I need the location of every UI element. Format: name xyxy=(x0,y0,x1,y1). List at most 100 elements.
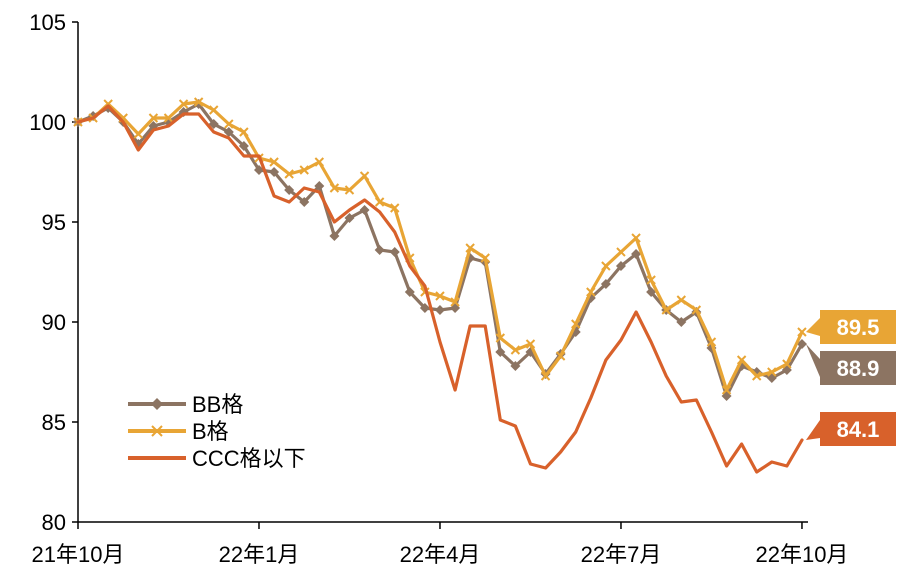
series-line xyxy=(76,104,804,474)
data-point xyxy=(299,165,309,175)
data-point xyxy=(314,157,325,167)
data-point xyxy=(178,99,189,109)
data-point xyxy=(359,171,370,181)
data-point xyxy=(390,203,400,213)
data-point xyxy=(571,319,581,329)
data-point xyxy=(239,127,249,137)
end-labels: 88.9 89.5 84.1 xyxy=(806,310,896,446)
data-point xyxy=(782,359,792,369)
data-point xyxy=(721,385,732,395)
data-point xyxy=(676,295,687,305)
data-point xyxy=(208,119,219,129)
data-point xyxy=(796,339,807,349)
y-tick-label: 95 xyxy=(42,210,66,235)
data-point xyxy=(269,167,280,177)
data-point xyxy=(148,113,159,123)
data-point xyxy=(600,279,611,289)
series-line xyxy=(76,102,804,398)
data-point xyxy=(586,287,596,297)
data-point xyxy=(434,305,445,315)
data-point xyxy=(631,249,642,259)
data-point xyxy=(752,371,762,381)
data-point xyxy=(374,197,385,207)
legend-label: B格 xyxy=(192,419,229,444)
data-point xyxy=(706,337,717,347)
data-point xyxy=(510,361,521,371)
data-point xyxy=(435,291,445,301)
legend-item: BB格 xyxy=(128,392,243,417)
end-label-text: 89.5 xyxy=(837,315,880,340)
series-1 xyxy=(73,99,807,401)
data-point xyxy=(133,129,144,139)
data-point xyxy=(329,183,340,193)
legend-label: CCC格以下 xyxy=(192,446,306,471)
data-point xyxy=(495,347,506,357)
axes: 80 85 90 95 100 105 21年10月 22年1月 22年4月 22年7月 22年10… xyxy=(29,10,848,567)
series-2 xyxy=(73,97,807,395)
data-point xyxy=(676,317,687,327)
end-label-box xyxy=(820,351,896,385)
legend-item: CCC格以下 xyxy=(128,446,306,471)
data-point xyxy=(344,213,355,223)
legend-label: BB格 xyxy=(192,392,243,417)
x-tick-label: 22年4月 xyxy=(400,542,481,567)
x-tick-label: 21年10月 xyxy=(32,542,125,567)
data-point xyxy=(646,287,657,297)
data-point xyxy=(374,245,385,255)
data-point xyxy=(736,355,747,365)
data-point xyxy=(450,297,460,307)
y-tick-label: 105 xyxy=(29,10,66,35)
data-point xyxy=(163,113,174,123)
data-point xyxy=(797,327,807,337)
data-point xyxy=(299,197,310,207)
data-point xyxy=(193,97,204,107)
data-point xyxy=(555,351,566,361)
end-label-1: 88.9 xyxy=(806,344,896,385)
end-label-box xyxy=(820,412,896,446)
y-tick-label: 100 xyxy=(29,110,66,135)
data-point xyxy=(314,181,325,191)
data-point xyxy=(419,303,430,313)
data-point xyxy=(209,105,219,115)
end-label-box xyxy=(820,310,896,344)
x-tick-label: 22年1月 xyxy=(219,542,300,567)
data-point xyxy=(238,141,249,151)
end-label-pointer xyxy=(806,420,820,440)
data-point xyxy=(646,275,656,285)
data-point xyxy=(284,169,294,179)
y-tick-label: 90 xyxy=(42,310,66,335)
end-label-text: 84.1 xyxy=(837,417,880,442)
data-point xyxy=(465,243,475,253)
end-label-2: 89.5 xyxy=(806,310,896,344)
data-point xyxy=(631,233,641,243)
legend-item: B格 xyxy=(128,419,229,444)
data-point xyxy=(284,185,295,195)
data-point xyxy=(767,367,777,377)
end-label-3: 84.1 xyxy=(806,412,896,446)
y-tick-label: 80 xyxy=(42,510,66,535)
series-3 xyxy=(76,104,804,474)
data-point xyxy=(480,253,490,263)
data-point xyxy=(253,165,264,175)
end-label-pointer xyxy=(806,318,820,336)
series-layer xyxy=(73,97,807,474)
x-tick-label: 22年10月 xyxy=(755,542,848,567)
data-point xyxy=(601,261,611,271)
data-point xyxy=(389,247,400,257)
data-point xyxy=(223,127,234,137)
data-point xyxy=(495,333,506,343)
data-point xyxy=(359,205,370,215)
data-point xyxy=(661,305,671,315)
x-tick-label: 22年7月 xyxy=(581,542,662,567)
data-point xyxy=(616,247,626,257)
data-point xyxy=(525,339,536,349)
data-point xyxy=(540,371,551,381)
data-point xyxy=(329,231,340,241)
data-point xyxy=(404,287,415,297)
data-point xyxy=(510,345,521,355)
legend-marker xyxy=(151,425,163,437)
data-point xyxy=(224,119,234,129)
